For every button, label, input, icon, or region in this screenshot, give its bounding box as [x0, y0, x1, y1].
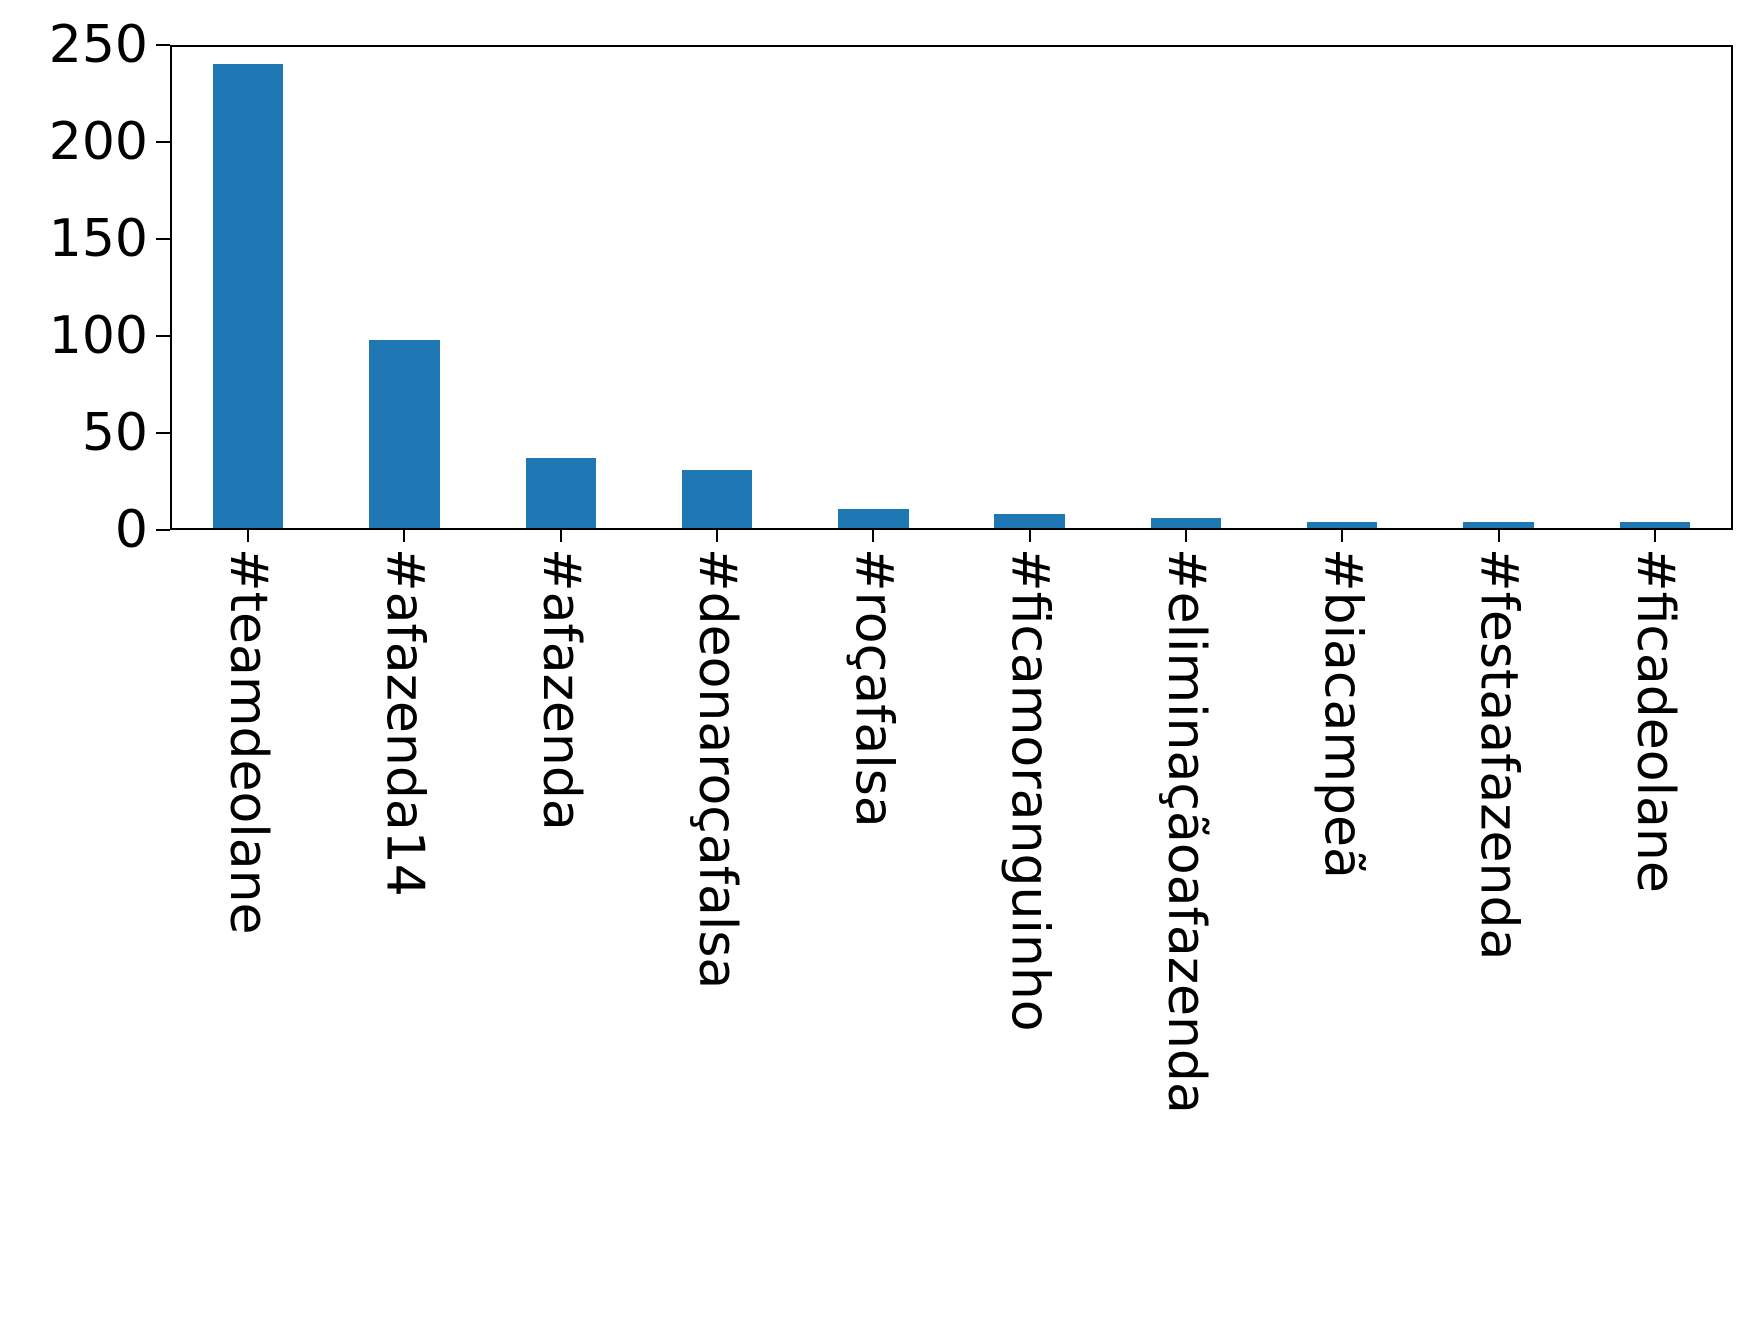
y-tick-label: 50	[81, 403, 148, 463]
y-tick-mark	[156, 432, 170, 434]
x-tick-mark	[1028, 530, 1031, 542]
y-tick-label: 200	[48, 112, 148, 172]
x-tick-mark	[1497, 530, 1500, 542]
bar	[838, 508, 909, 528]
bar	[1619, 522, 1690, 528]
y-tick-mark	[156, 141, 170, 143]
x-tick-mark	[247, 530, 250, 542]
x-tick-mark	[1653, 530, 1656, 542]
bar	[1307, 522, 1378, 528]
bar	[369, 339, 440, 528]
y-tick-label: 250	[48, 15, 148, 75]
x-tick-mark	[1341, 530, 1344, 542]
y-tick-mark	[156, 44, 170, 46]
bar	[525, 458, 596, 528]
bar	[994, 514, 1065, 528]
x-tick-label: #ficadeolane	[1624, 548, 1685, 893]
bar	[1463, 522, 1534, 528]
x-tick-label: #eliminaçãoafazenda	[1155, 548, 1216, 1114]
y-tick-mark	[156, 238, 170, 240]
x-tick-label: #teamdeolane	[218, 548, 279, 935]
x-tick-label: #deonaroçafalsa	[687, 548, 748, 990]
y-tick-label: 100	[48, 306, 148, 366]
y-tick-mark	[156, 529, 170, 531]
bar	[1150, 518, 1222, 528]
y-tick-label: 0	[114, 500, 148, 560]
x-tick-mark	[716, 530, 719, 542]
bar	[212, 64, 284, 528]
x-tick-label: #afazenda14	[374, 548, 435, 897]
x-tick-mark	[559, 530, 562, 542]
y-tick-mark	[156, 335, 170, 337]
x-tick-label: #roçafalsa	[843, 548, 904, 828]
x-tick-mark	[403, 530, 406, 542]
x-tick-label: #ficamoranguinho	[999, 548, 1060, 1032]
x-tick-label: #festaafazenda	[1468, 548, 1529, 961]
x-tick-label: #biacampeã	[1312, 548, 1373, 879]
y-tick-label: 150	[48, 209, 148, 269]
x-tick-mark	[872, 530, 875, 542]
x-tick-mark	[1184, 530, 1187, 542]
bar	[681, 469, 753, 528]
x-tick-label: #afazenda	[530, 548, 591, 831]
